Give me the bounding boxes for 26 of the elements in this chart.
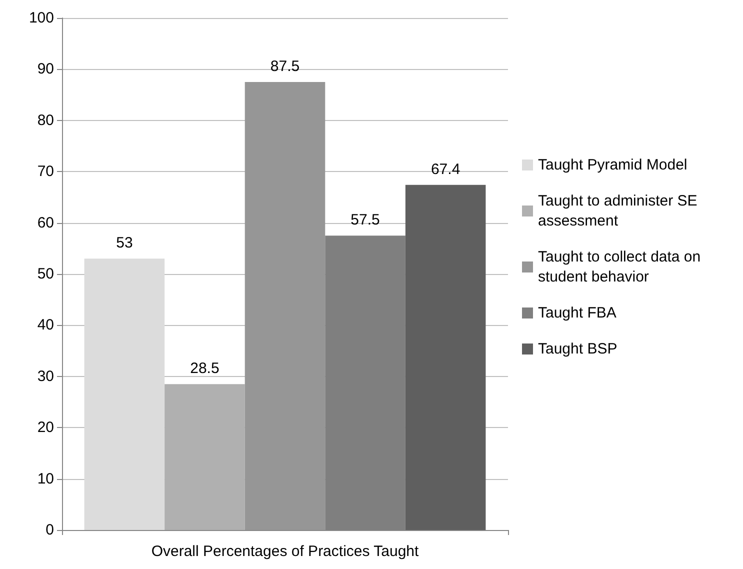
data-label: 28.5 (190, 360, 220, 378)
y-tick-label: 80 (37, 112, 54, 129)
data-label: 57.5 (350, 212, 380, 229)
bar (405, 184, 486, 530)
y-tick-label: 60 (37, 214, 54, 232)
y-tick-label: 30 (37, 368, 54, 385)
y-tick-label: 10 (37, 470, 54, 488)
y-tick-label: 0 (46, 522, 54, 538)
bar (244, 82, 326, 530)
legend-label: Taught to administer SE assessment (538, 192, 702, 230)
y-tick-label: 50 (37, 266, 54, 282)
y-tick-label: 90 (37, 60, 54, 78)
y-tick-label: 20 (37, 419, 54, 436)
data-label: 67.4 (430, 160, 460, 178)
legend-label: Taught BSP (538, 340, 618, 358)
data-label: 53 (116, 234, 133, 252)
y-tick-label: 40 (37, 316, 54, 334)
bar (84, 258, 165, 530)
x-tick-label: Overall Percentages of Practices Taught (151, 543, 420, 560)
legend-label: Taught to collect data on student behavior (538, 248, 705, 286)
legend-label: Taught Pyramid Model (538, 156, 688, 174)
legend-label: Taught FBA (538, 304, 616, 322)
bar (164, 384, 245, 530)
y-tick-label: 70 (37, 163, 54, 180)
data-label: 87.5 (270, 58, 300, 75)
y-tick-label: 100 (28, 10, 54, 26)
